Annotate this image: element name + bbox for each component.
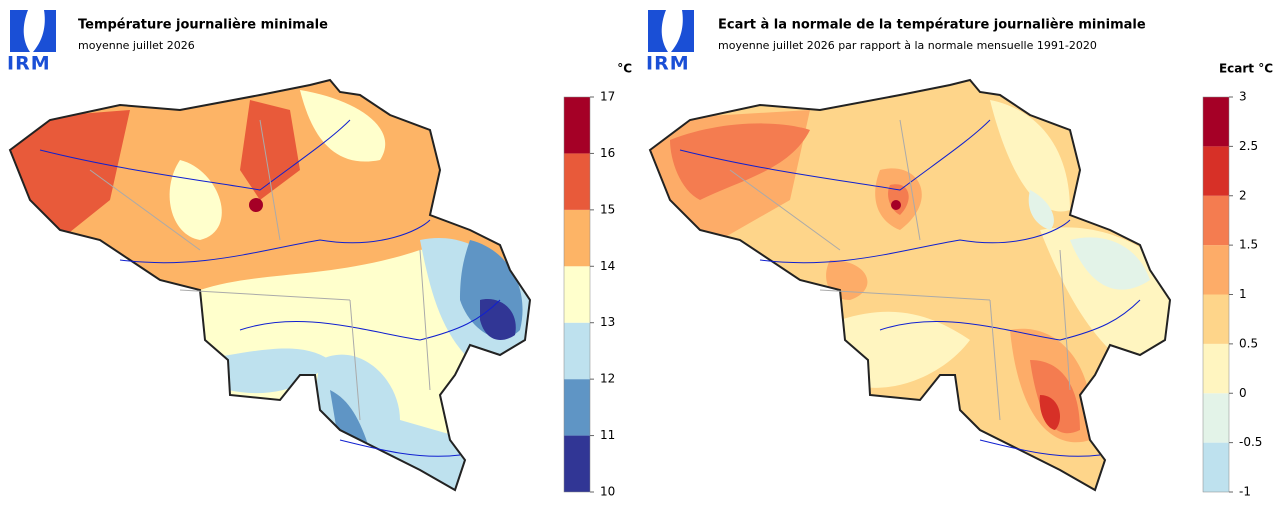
legend-unit: Ecart °C: [1219, 62, 1273, 76]
map-title: Ecart à la normale de la température jou…: [718, 18, 1146, 33]
logo-mark-left: [10, 10, 56, 52]
legend-tick-label: 1.5: [1239, 238, 1258, 252]
legend-swatch: [564, 153, 590, 210]
legend-tick-label: 0.5: [1239, 336, 1258, 350]
map-title: Température journalière minimale: [78, 18, 328, 33]
legend-swatch: [1203, 393, 1229, 443]
legend-swatch: [564, 209, 590, 267]
map-subtitle: moyenne juillet 2026: [78, 39, 195, 52]
logo-text: IRM: [646, 53, 690, 75]
legend-tick-label: 1: [1239, 287, 1247, 301]
legend-tick-label: 10: [600, 485, 615, 499]
legend-tick-label: 12: [600, 372, 615, 386]
legend-tick-label: 13: [600, 315, 615, 329]
legend-swatch: [564, 435, 590, 492]
logo-mark-right: [648, 10, 694, 52]
logo-text: IRM: [7, 53, 51, 75]
legend-swatch: [1203, 146, 1229, 196]
legend-swatch: [1203, 294, 1229, 344]
legend-tick-label: 14: [600, 259, 615, 273]
legend-tick-label: -1: [1239, 485, 1251, 499]
legend-tick-label: 3: [1239, 90, 1247, 104]
legend-swatch: [564, 266, 590, 323]
legend-tick-label: 17: [600, 90, 615, 104]
legend-tick-label: 15: [600, 202, 615, 216]
legend-tick-label: 2.5: [1239, 139, 1258, 153]
legend-swatch: [564, 322, 590, 380]
map-left: [9, 79, 531, 491]
legend-unit: °C: [617, 62, 632, 76]
legend-tick-label: 16: [600, 146, 615, 160]
legend-swatch: [1203, 442, 1229, 492]
legend-tick-label: -0.5: [1239, 435, 1262, 449]
legend-swatch: [1203, 97, 1229, 147]
legend-swatch: [1203, 343, 1229, 394]
legend-tick-label: 0: [1239, 386, 1247, 400]
legend-tick-label: 11: [600, 428, 615, 442]
legend-swatch: [564, 97, 590, 154]
legend-swatch: [564, 379, 590, 436]
map-right: [649, 79, 1171, 491]
legend-tick-label: 2: [1239, 188, 1247, 202]
map-subtitle: moyenne juillet 2026 par rapport à la no…: [718, 39, 1097, 52]
legend-swatch: [1203, 195, 1229, 246]
legend-frame: [563, 96, 591, 493]
legend-swatch: [1203, 245, 1229, 295]
